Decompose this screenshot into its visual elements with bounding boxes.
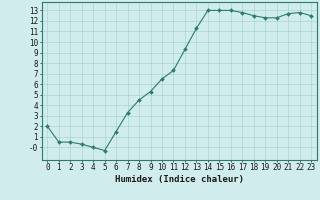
X-axis label: Humidex (Indice chaleur): Humidex (Indice chaleur) [115,175,244,184]
